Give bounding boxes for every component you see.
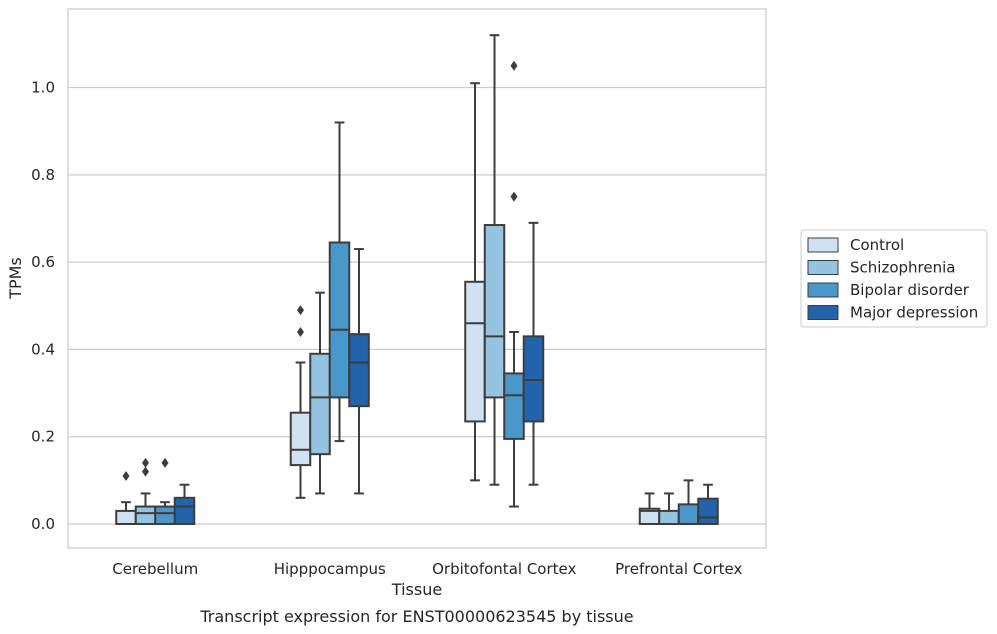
- outlier-point: [142, 466, 149, 477]
- box-group: [173, 483, 196, 525]
- box-group: [697, 483, 719, 525]
- outlier-point: [510, 60, 518, 71]
- legend-swatch: [807, 237, 839, 253]
- box-rect: [134, 505, 157, 525]
- box-group: [464, 82, 486, 482]
- chart-caption: Transcript expression for ENST0000062354…: [199, 607, 633, 626]
- x-tick-labels: Cerebellum Hipppocampus Orbitofontal Corte…: [112, 560, 742, 578]
- x-axis-label: Tissue: [391, 580, 442, 599]
- legend-label: Control: [850, 236, 904, 254]
- y-tick-label: 0.4: [31, 340, 55, 358]
- box-rect: [289, 411, 312, 467]
- x-tick-label: Hipppocampus: [274, 560, 386, 578]
- outlier-point: [297, 326, 304, 337]
- box-rect: [173, 496, 196, 525]
- box-rect: [328, 241, 351, 399]
- outlier-point: [297, 305, 304, 316]
- box-rect: [503, 372, 525, 440]
- box-group: [483, 34, 506, 486]
- box-group: [348, 248, 370, 495]
- y-tick-label: 1.0: [31, 79, 55, 97]
- box-group: [638, 492, 661, 525]
- y-tick-label: 0.0: [31, 515, 55, 533]
- y-tick-label: 0.2: [31, 428, 55, 446]
- box-group: [309, 291, 331, 495]
- box-group: [134, 457, 157, 525]
- legend-label: Major depression: [850, 304, 978, 322]
- legend-label: Schizophrenia: [850, 259, 955, 277]
- box-rect: [658, 509, 680, 525]
- outlier-point: [122, 470, 130, 481]
- box-rect: [154, 505, 176, 525]
- box-rect: [677, 503, 700, 525]
- outlier-point: [161, 457, 169, 468]
- outlier-point: [510, 191, 518, 202]
- box-rect: [522, 335, 545, 423]
- box-group: [328, 121, 351, 443]
- legend: Control Schizophrenia Bipolar disorder Majo…: [800, 229, 988, 328]
- legend-label: Bipolar disorder: [850, 281, 970, 299]
- box-group: [522, 221, 545, 486]
- legend-swatch: [807, 282, 839, 298]
- x-tick-label: Orbitofontal Cortex: [432, 560, 576, 578]
- legend-swatch: [807, 260, 839, 275]
- box-rect: [309, 352, 331, 456]
- legend-frame: [800, 229, 988, 328]
- box-groups: [115, 34, 719, 525]
- legend-swatch: [807, 305, 839, 320]
- box-rect: [697, 497, 719, 525]
- y-tick-label: 0.8: [31, 166, 55, 184]
- box-rect: [483, 224, 506, 399]
- x-tick-label: Cerebellum: [112, 560, 198, 578]
- box-rect: [115, 509, 137, 525]
- box-group: [677, 479, 700, 525]
- box-rect: [464, 280, 486, 423]
- x-tick-label: Prefrontal Cortex: [615, 560, 742, 578]
- box-rect: [348, 333, 370, 408]
- outlier-point: [142, 457, 149, 468]
- y-tick-labels: 0.0 0.2 0.4 0.6 0.8 1.0: [31, 79, 55, 533]
- y-tick-label: 0.6: [31, 253, 55, 271]
- plot-frame: [67, 8, 767, 549]
- y-axis-label: TPMs: [6, 257, 25, 300]
